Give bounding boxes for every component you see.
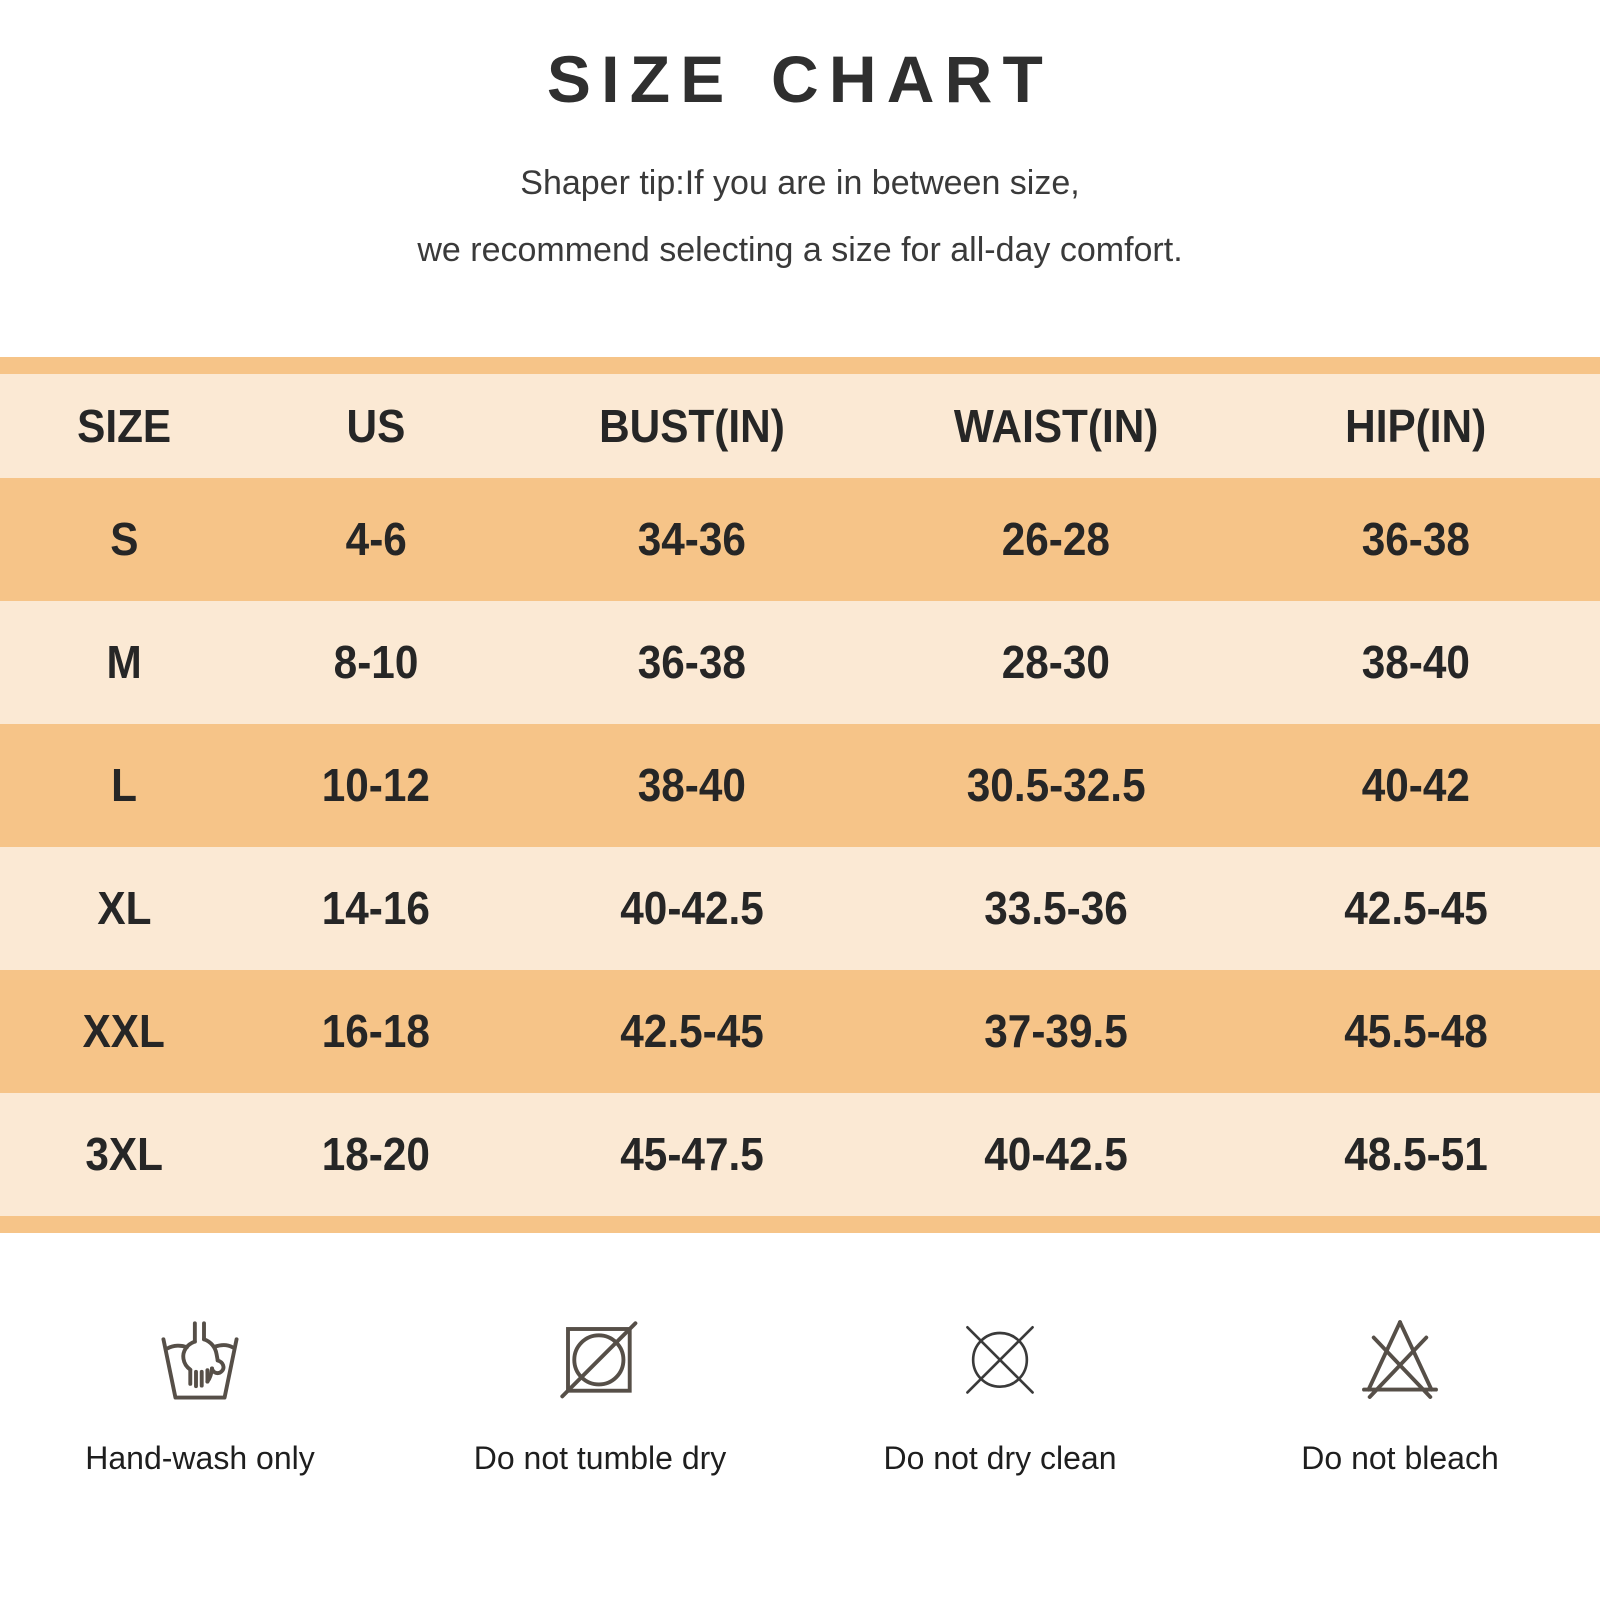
size-row-l: L 10-12 38-40 30.5-32.5 40-42 (0, 723, 1600, 847)
size-label: XL (96, 882, 152, 935)
measurement-value: 40-42.5 (984, 1128, 1128, 1181)
size-row-3xl: 3XL 18-20 45-47.5 40-42.5 48.5-51 (0, 1092, 1600, 1216)
measurement-value: 40-42.5 (620, 882, 764, 935)
column-header-waist-in: WAIST(IN) (953, 399, 1159, 452)
care-instructions-row: Hand-wash only Do not tumble dry Do not … (0, 1313, 1600, 1477)
size-chart-page: SIZE CHART Shaper tip:If you are in betw… (0, 42, 1600, 1600)
measurement-value: 18-20 (321, 1128, 431, 1181)
measurement-value: 14-16 (321, 882, 431, 935)
measurement-value: 4-6 (345, 513, 407, 566)
do-not-tumble-dry-icon (552, 1313, 648, 1409)
care-label: Do not dry clean (883, 1439, 1117, 1476)
care-item-do-not-dry-clean: Do not dry clean (800, 1313, 1200, 1477)
table-header-row: SIZE US BUST(IN) WAIST(IN) HIP(IN) (0, 373, 1600, 478)
measurement-value: 30.5-32.5 (966, 759, 1146, 812)
measurement-value: 38-40 (637, 759, 747, 812)
measurement-value: 42.5-45 (620, 1005, 764, 1058)
subtitle-line-1: Shaper tip:If you are in between size, (520, 164, 1080, 203)
care-label: Hand-wash only (85, 1439, 315, 1476)
column-header-bust-in: BUST(IN) (599, 399, 785, 452)
measurement-value: 8-10 (333, 636, 419, 689)
table-bottom-band (0, 1215, 1600, 1233)
measurement-value: 45-47.5 (620, 1128, 764, 1181)
measurement-value: 37-39.5 (984, 1005, 1128, 1058)
measurement-value: 40-42 (1361, 759, 1471, 812)
measurement-value: 34-36 (637, 513, 747, 566)
size-chart-table: SIZE US BUST(IN) WAIST(IN) HIP(IN) S 4-6 34-36… (0, 356, 1600, 1233)
measurement-value: 28-30 (1001, 636, 1111, 689)
size-label: S (109, 513, 139, 566)
do-not-dry-clean-icon (952, 1313, 1048, 1409)
measurement-value: 16-18 (321, 1005, 431, 1058)
hand-wash-icon (152, 1313, 248, 1409)
measurement-value: 26-28 (1001, 513, 1111, 566)
measurement-value: 42.5-45 (1344, 882, 1488, 935)
measurement-value: 36-38 (1361, 513, 1471, 566)
column-header-hip-in: HIP(IN) (1345, 399, 1487, 452)
care-item-hand-wash: Hand-wash only (0, 1313, 400, 1477)
table-body: S 4-6 34-36 26-28 36-38 M 8-10 36-38 28-30 38-40 L… (0, 477, 1600, 1216)
care-label: Do not bleach (1301, 1439, 1499, 1476)
measurement-value: 38-40 (1361, 636, 1471, 689)
do-not-bleach-icon (1352, 1313, 1448, 1409)
measurement-value: 36-38 (637, 636, 747, 689)
size-row-xxl: XXL 16-18 42.5-45 37-39.5 45.5-48 (0, 969, 1600, 1093)
size-label: M (106, 636, 142, 689)
size-row-m: M 8-10 36-38 28-30 38-40 (0, 600, 1600, 724)
subtitle-line-2: we recommend selecting a size for all-da… (417, 231, 1183, 270)
care-label: Do not tumble dry (473, 1439, 727, 1476)
size-label: 3XL (85, 1128, 163, 1181)
table-top-band (0, 356, 1600, 374)
column-header-size: SIZE (76, 399, 172, 452)
measurement-value: 45.5-48 (1344, 1005, 1488, 1058)
size-label: L (111, 759, 137, 812)
care-item-do-not-tumble-dry: Do not tumble dry (400, 1313, 800, 1477)
measurement-value: 33.5-36 (984, 882, 1128, 935)
care-item-do-not-bleach: Do not bleach (1200, 1313, 1600, 1477)
measurement-value: 48.5-51 (1344, 1128, 1488, 1181)
size-label: XXL (82, 1005, 166, 1058)
size-row-s: S 4-6 34-36 26-28 36-38 (0, 477, 1600, 601)
page-title: SIZE CHART (546, 42, 1054, 116)
size-row-xl: XL 14-16 40-42.5 33.5-36 42.5-45 (0, 846, 1600, 970)
measurement-value: 10-12 (321, 759, 431, 812)
column-header-us: US (346, 399, 406, 452)
